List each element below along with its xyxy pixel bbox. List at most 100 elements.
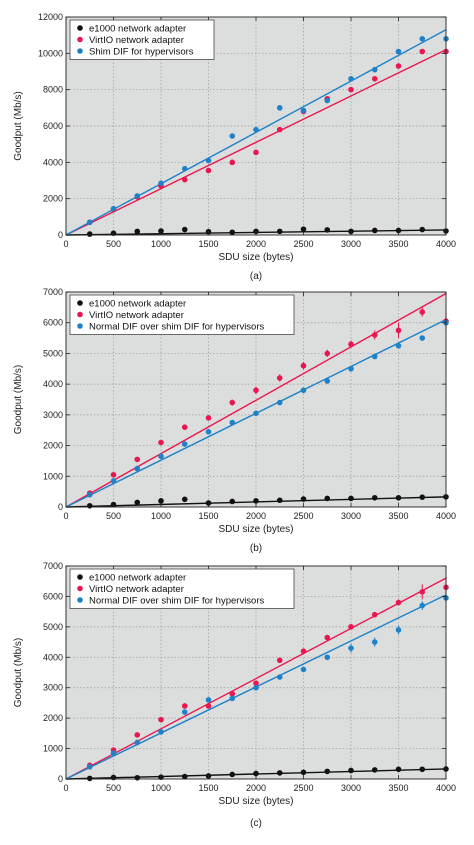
data-point-e1000 <box>229 498 236 505</box>
data-point-shim <box>181 709 188 715</box>
x-axis-label: SDU size (bytes) <box>218 796 293 807</box>
data-point-shim <box>110 205 117 212</box>
data-point-e1000 <box>300 496 307 502</box>
legend-label: e1000 network adapter <box>89 23 186 34</box>
data-point-e1000 <box>300 769 307 776</box>
x-tick-label: 3500 <box>388 783 408 793</box>
x-tick-label: 3000 <box>341 239 361 249</box>
data-point-shim <box>348 75 354 82</box>
data-point-shim <box>300 387 307 394</box>
data-point-shim <box>348 365 354 372</box>
data-point-e1000 <box>181 226 188 233</box>
data-point-shim <box>324 378 331 384</box>
data-point-virtio <box>205 415 212 421</box>
x-tick-label: 500 <box>106 783 121 793</box>
legend-label: VirtIO network adapter <box>89 310 184 321</box>
data-point-virtio <box>205 167 212 174</box>
data-point-virtio <box>371 332 378 338</box>
y-tick-label: 6000 <box>43 591 63 601</box>
data-point-e1000 <box>229 229 236 236</box>
data-point-virtio <box>253 149 259 156</box>
x-tick-label: 4000 <box>436 239 456 249</box>
legend-label: Shim DIF for hypervisors <box>89 46 194 57</box>
legend-marker-shim <box>77 323 83 329</box>
fit-line-virtio <box>65 577 447 780</box>
data-point-shim <box>134 465 141 472</box>
data-point-shim <box>371 353 378 360</box>
legend-marker-e1000 <box>77 574 83 580</box>
x-tick-label: 1000 <box>151 783 171 793</box>
data-point-e1000 <box>181 773 188 780</box>
data-point-virtio <box>181 176 188 183</box>
y-tick-label: 12000 <box>38 12 63 22</box>
data-point-e1000 <box>276 770 283 776</box>
y-tick-label: 0 <box>58 502 63 512</box>
chart-panel-c: 0 500 1000 1500 2000 2500 3000 3500 4000 0 1000 200… <box>13 561 456 829</box>
x-tick-label: 1000 <box>151 239 171 249</box>
y-tick-label: 0 <box>58 230 63 240</box>
data-point-shim <box>205 428 212 435</box>
legend-box <box>69 294 295 335</box>
data-point-virtio <box>253 387 259 394</box>
legend-marker-shim <box>77 597 83 603</box>
x-tick-label: 2000 <box>246 239 266 249</box>
y-tick-label: 3000 <box>43 410 63 420</box>
y-tick-label: 2000 <box>43 713 63 723</box>
data-point-shim <box>181 441 188 447</box>
data-point-e1000 <box>371 767 378 773</box>
data-point-virtio <box>395 327 402 334</box>
x-tick-label: 3000 <box>341 511 361 521</box>
legend-box <box>69 568 295 609</box>
data-point-shim <box>276 399 283 406</box>
legend-label: e1000 network adapter <box>89 298 186 309</box>
legend-label: e1000 network adapter <box>89 572 186 583</box>
data-point-shim <box>253 684 259 691</box>
panel-caption: (a) <box>250 271 262 282</box>
data-point-e1000 <box>134 774 141 781</box>
data-point-shim <box>395 627 402 633</box>
data-point-virtio <box>158 439 164 446</box>
data-point-shim <box>348 645 354 651</box>
data-point-shim <box>158 180 164 187</box>
chart-panel-a: 0 500 1000 1500 2000 2500 3000 3500 4000 0 2000 400… <box>13 12 456 282</box>
legend-label: Normal DIF over shim DIF for hypervisors <box>89 595 265 606</box>
data-point-e1000 <box>419 766 426 773</box>
data-point-virtio <box>348 624 354 630</box>
data-point-e1000 <box>419 226 426 233</box>
data-point-virtio <box>419 309 426 315</box>
data-point-e1000 <box>86 775 93 782</box>
fit-line-virtio <box>65 49 447 236</box>
data-point-shim <box>395 48 402 55</box>
x-tick-label: 500 <box>106 511 121 521</box>
y-tick-label: 8000 <box>43 85 63 95</box>
panel-caption: (c) <box>250 818 262 829</box>
x-tick-label: 2000 <box>246 783 266 793</box>
y-tick-label: 2000 <box>43 441 63 451</box>
data-point-virtio <box>395 63 402 69</box>
data-point-virtio <box>371 611 378 618</box>
data-point-e1000 <box>134 228 141 235</box>
data-point-shim <box>158 453 164 460</box>
x-tick-label: 3500 <box>388 239 408 249</box>
legend-marker-shim <box>77 48 83 54</box>
data-point-shim <box>86 491 93 498</box>
data-point-e1000 <box>86 231 93 237</box>
data-point-e1000 <box>395 494 402 501</box>
legend-marker-e1000 <box>77 25 83 31</box>
x-tick-label: 1500 <box>198 239 218 249</box>
fit-line-virtio <box>65 292 447 508</box>
data-point-virtio <box>419 589 426 595</box>
y-tick-label: 5000 <box>43 348 63 358</box>
x-tick-label: 4000 <box>436 783 456 793</box>
data-point-virtio <box>181 703 188 709</box>
data-point-shim <box>181 165 188 172</box>
x-tick-label: 500 <box>106 239 121 249</box>
y-tick-label: 4000 <box>43 157 63 167</box>
data-point-e1000 <box>253 770 259 777</box>
data-point-e1000 <box>229 771 236 778</box>
x-tick-label: 3500 <box>388 511 408 521</box>
y-tick-label: 4000 <box>43 379 63 389</box>
data-point-shim <box>300 666 307 673</box>
